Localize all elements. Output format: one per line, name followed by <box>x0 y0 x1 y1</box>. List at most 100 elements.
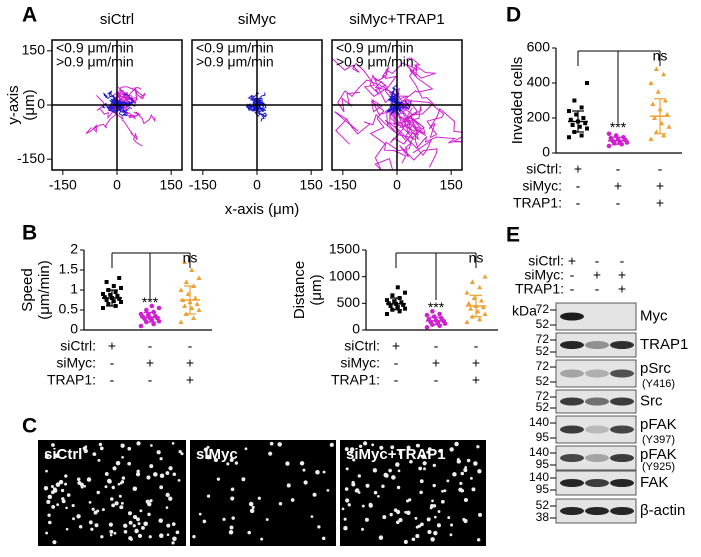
condition-sign: - <box>576 178 581 194</box>
band <box>560 369 584 378</box>
micrograph <box>190 440 336 546</box>
cell <box>136 441 141 446</box>
cell <box>146 475 151 480</box>
cell <box>117 482 121 486</box>
cell <box>88 520 93 525</box>
cell <box>51 504 56 509</box>
panel-letter: A <box>22 4 37 27</box>
cell <box>430 537 435 542</box>
y-axis-label: (μm/min) <box>36 260 53 319</box>
cell <box>83 484 86 488</box>
data-point <box>469 279 475 284</box>
data-point <box>151 321 156 327</box>
cell <box>462 517 466 522</box>
cell <box>111 503 116 508</box>
condition-sign: - <box>434 338 439 354</box>
data-point <box>385 298 389 303</box>
condition-sign: - <box>148 338 153 354</box>
band <box>585 341 609 349</box>
cell <box>109 529 114 534</box>
cell <box>168 466 173 471</box>
trajectory <box>386 103 398 113</box>
trajectory <box>384 104 438 168</box>
cell <box>436 523 441 528</box>
data-point <box>430 309 435 314</box>
significance: *** <box>610 119 627 135</box>
condition-label: siCtrl: <box>60 338 96 354</box>
cell <box>423 467 426 471</box>
cell <box>149 464 154 469</box>
cell <box>406 445 411 450</box>
cell <box>104 472 109 476</box>
cell <box>452 472 457 477</box>
cell <box>135 472 141 477</box>
cell <box>72 517 75 521</box>
condition-sign: + <box>108 338 116 354</box>
cell <box>432 504 437 508</box>
condition-sign: - <box>620 253 625 269</box>
cell <box>66 493 71 497</box>
cell <box>476 445 480 449</box>
band <box>585 507 609 515</box>
trajectories <box>85 86 156 147</box>
condition-label: TRAP1: <box>47 372 96 388</box>
cell <box>248 501 254 507</box>
data-point <box>608 135 614 141</box>
cell <box>251 505 255 509</box>
cell <box>115 460 121 466</box>
cell <box>100 535 104 539</box>
band <box>560 312 584 321</box>
cell <box>230 487 235 492</box>
cell <box>377 494 380 498</box>
trajectory <box>388 96 398 106</box>
data-point <box>570 123 575 127</box>
cell <box>168 496 173 501</box>
data-point <box>666 124 672 129</box>
y-tick-label: 2 <box>70 241 78 257</box>
cell <box>429 503 435 509</box>
image-label: siMyc <box>196 446 238 463</box>
data-point <box>390 293 395 298</box>
band <box>610 425 634 434</box>
data-point <box>117 296 122 301</box>
cell <box>390 445 395 450</box>
data-point <box>194 301 200 306</box>
cell <box>139 509 143 513</box>
cell <box>244 447 248 451</box>
data-point <box>574 112 579 117</box>
y-axis-label: Invaded cells <box>509 57 526 145</box>
cell <box>96 509 100 513</box>
cell <box>315 469 320 475</box>
data-point <box>572 98 577 103</box>
data-point <box>648 80 654 85</box>
cell <box>393 508 398 513</box>
cell <box>165 492 170 498</box>
mw-marker: 52 <box>536 400 550 414</box>
cell <box>234 461 239 465</box>
condition-sign: - <box>595 253 600 269</box>
cell <box>177 479 181 482</box>
data-point <box>664 111 670 117</box>
protein-name: pFAK <box>640 446 677 463</box>
condition-sign: + <box>618 281 626 297</box>
condition-sign: - <box>110 372 115 388</box>
trajectory <box>396 98 425 136</box>
cell <box>357 474 362 478</box>
condition-label: siMyc: <box>56 355 96 371</box>
protein-name: Myc <box>640 307 668 324</box>
data-point <box>468 306 474 311</box>
cell <box>260 537 264 541</box>
data-point <box>424 325 430 330</box>
data-point <box>403 290 407 295</box>
micrograph <box>340 440 486 546</box>
cell <box>368 503 373 508</box>
band <box>560 454 584 462</box>
cell <box>153 472 158 477</box>
cell <box>343 517 347 521</box>
band <box>585 369 609 378</box>
cell <box>312 492 317 497</box>
cell <box>381 484 385 489</box>
cell <box>123 523 128 528</box>
cell <box>302 468 306 472</box>
